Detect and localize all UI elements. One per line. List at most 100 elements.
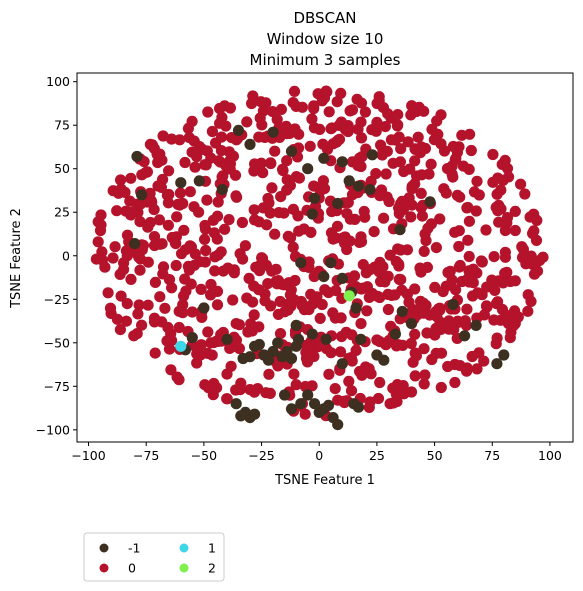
point-cluster-0 (428, 134, 440, 146)
point-cluster-0 (307, 298, 319, 310)
point-cluster-0 (429, 281, 441, 293)
point-cluster-0 (487, 148, 499, 161)
point-cluster-0 (418, 105, 430, 117)
point-cluster-0 (327, 138, 339, 150)
point-cluster-0 (308, 180, 320, 192)
x-tick-label: 25 (369, 448, 385, 463)
point-cluster-0 (466, 350, 478, 363)
point-cluster-0 (134, 253, 146, 265)
point-cluster-0 (489, 284, 501, 296)
point-cluster-0 (409, 370, 421, 382)
point-cluster-0 (272, 275, 284, 287)
point-cluster-0 (372, 392, 385, 405)
point-cluster-0 (440, 187, 452, 199)
point-cluster-0 (199, 219, 211, 232)
point-cluster-0 (451, 189, 463, 201)
point-cluster-0 (365, 175, 377, 187)
point-cluster-0 (219, 223, 231, 235)
point-cluster-0 (288, 294, 301, 306)
point-cluster--1 (198, 302, 210, 314)
point-cluster-0 (379, 276, 391, 288)
point-cluster-0 (389, 289, 401, 301)
point-cluster-0 (435, 347, 448, 359)
point-cluster-0 (471, 363, 483, 375)
point-cluster--1 (253, 338, 265, 351)
point-cluster-0 (184, 186, 196, 198)
x-tick-label: −100 (71, 448, 105, 463)
point-cluster-0 (426, 123, 438, 135)
point-cluster-0 (390, 388, 402, 400)
point-cluster-0 (380, 339, 392, 351)
point-cluster-0 (177, 197, 189, 210)
point-cluster-0 (207, 214, 219, 226)
point-cluster-0 (261, 219, 273, 231)
point-cluster-0 (404, 163, 416, 175)
point-cluster--1 (285, 352, 298, 365)
y-tick-label: −50 (44, 335, 70, 350)
point-cluster-0 (299, 408, 311, 420)
point-cluster-0 (530, 234, 543, 246)
point-cluster-0 (462, 272, 474, 284)
point-cluster-0 (416, 210, 428, 222)
point-cluster--1 (295, 398, 307, 410)
point-cluster-0 (329, 383, 341, 395)
point-cluster-0 (266, 182, 278, 194)
point-cluster--1 (336, 358, 348, 370)
point-cluster--1 (424, 196, 436, 208)
point-cluster-0 (462, 201, 474, 214)
scatter-points (90, 85, 549, 431)
point-cluster-0 (305, 226, 317, 238)
point-cluster-0 (417, 297, 429, 309)
point-cluster-0 (224, 342, 236, 354)
point-cluster-0 (327, 233, 339, 245)
point-cluster-0 (115, 290, 127, 302)
point-cluster-0 (471, 175, 483, 187)
point-cluster-0 (425, 158, 437, 170)
point-cluster-0 (207, 389, 219, 401)
point-cluster-0 (454, 259, 466, 272)
point-cluster-0 (165, 364, 177, 376)
point-cluster-0 (269, 228, 281, 240)
point-cluster-0 (449, 226, 461, 238)
point-cluster--1 (306, 208, 318, 220)
point-cluster-0 (499, 246, 511, 258)
point-cluster-0 (480, 224, 492, 236)
point-cluster-0 (364, 264, 376, 276)
chart-title-line-1: DBSCAN (293, 9, 356, 27)
point-cluster--1 (498, 349, 510, 361)
point-cluster--1 (336, 272, 348, 284)
point-cluster-0 (319, 284, 331, 296)
point-cluster-0 (216, 131, 228, 143)
point-cluster-0 (325, 347, 337, 359)
point-cluster-0 (212, 335, 224, 347)
point-cluster-0 (266, 265, 278, 277)
point-cluster-0 (326, 205, 338, 218)
point-cluster-0 (463, 250, 475, 263)
point-cluster-0 (488, 314, 500, 326)
point-cluster-0 (365, 288, 377, 300)
point-cluster--1 (136, 189, 148, 201)
point-cluster-0 (463, 163, 475, 175)
point-cluster-0 (334, 346, 347, 358)
point-cluster-0 (461, 362, 473, 374)
point-cluster-0 (289, 274, 301, 287)
point-cluster-0 (174, 134, 186, 146)
point-cluster-0 (418, 343, 430, 355)
point-cluster--1 (336, 156, 348, 168)
point-cluster-0 (478, 309, 490, 321)
point-cluster-0 (383, 195, 395, 208)
point-cluster--1 (325, 257, 337, 269)
legend-label-0: 0 (128, 561, 136, 576)
point-cluster-0 (504, 309, 516, 322)
point-cluster-0 (355, 116, 367, 128)
point-cluster--1 (309, 398, 321, 410)
point-cluster-0 (330, 285, 342, 297)
legend-marker-0 (99, 563, 109, 573)
point-cluster-0 (281, 128, 293, 140)
point-cluster-0 (290, 379, 302, 391)
point-cluster-0 (184, 240, 196, 252)
point-cluster-0 (269, 145, 281, 157)
point-cluster-0 (159, 302, 171, 314)
point-cluster-0 (201, 194, 213, 206)
